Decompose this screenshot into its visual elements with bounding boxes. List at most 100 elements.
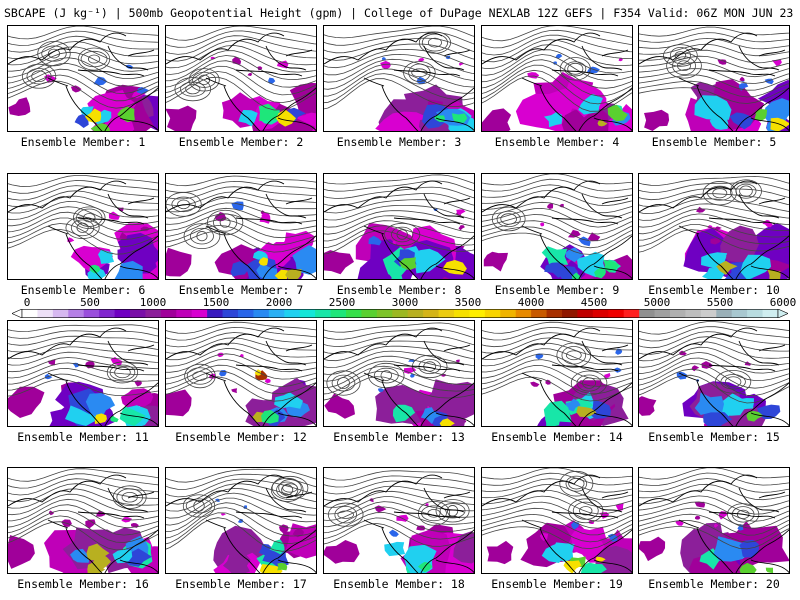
height-contour-layer [324,470,474,547]
cape-fill-layer [166,201,316,279]
colorbar-swatch [145,309,162,318]
colorbar-swatch [407,309,424,318]
ensemble-map-panel [638,320,790,427]
colorbar-max-arrow [777,309,788,318]
height-contour-layer [482,468,632,550]
map-canvas [8,26,158,131]
colorbar-swatch [469,309,486,318]
colorbar-swatch [346,309,362,318]
colorbar-swatch [731,309,748,318]
colorbar-swatch [83,309,100,318]
map-canvas [324,26,474,131]
coastline-layer [324,180,474,279]
colorbar-swatch [484,309,501,318]
ensemble-member-label: Ensemble Member: 10 [648,283,780,297]
map-canvas [639,468,789,573]
colorbar-swatch [238,309,254,318]
colorbar-swatch [654,309,671,318]
colorbar-swatch [500,309,517,318]
colorbar-tick-label: 5000 [643,296,671,309]
ensemble-member-label: Ensemble Member: 16 [17,577,149,591]
height-contour-layer [482,174,632,255]
colorbar-tick-label: 6000 [769,296,797,309]
ensemble-member-label: Ensemble Member: 6 [20,283,146,297]
map-canvas [166,321,316,426]
height-contour-layer [8,175,158,255]
ensemble-map-panel [323,320,475,427]
map-canvas [482,26,632,131]
coastline-layer [166,180,316,279]
map-canvas [482,321,632,426]
coastline-layer [639,327,789,426]
height-contour-layer [166,26,316,111]
colorbar-swatch [423,309,439,318]
colorbar-swatch [438,309,455,318]
height-contour-layer [8,324,158,397]
colorbar-swatch [515,309,532,318]
cape-fill-layer [166,352,316,426]
ensemble-member-label: Ensemble Member: 1 [20,135,146,149]
colorbar-tick-label: 3500 [454,296,482,309]
ensemble-member-label: Ensemble Member: 13 [333,430,465,444]
cape-fill-layer [324,208,474,279]
ensemble-member-label: Ensemble Member: 9 [494,283,620,297]
map-canvas [8,175,158,279]
coastline-layer [324,32,474,131]
map-canvas [639,321,789,426]
ensemble-map-panel [165,25,317,132]
colorbar-swatch [52,309,69,318]
ensemble-map-panel [481,173,633,280]
height-contour-layer [482,26,632,112]
colorbar-swatch [592,309,609,318]
coastline-layer [482,474,632,573]
colorbar-swatch [623,309,640,318]
colorbar-tick-label: 2500 [328,296,356,309]
map-canvas [639,26,789,131]
colorbar-min-arrow [12,309,23,318]
colorbar-swatch [99,309,115,318]
ensemble-map-panel [7,320,159,427]
map-canvas [639,175,789,279]
map-canvas [166,26,316,131]
ensemble-member-label: Ensemble Member: 3 [336,135,462,149]
ensemble-member-label: Ensemble Member: 7 [178,283,304,297]
colorbar-tick-label: 0 [23,296,31,309]
colorbar-swatch [376,309,393,318]
colorbar-swatch [330,309,347,318]
colorbar-swatch [222,309,239,318]
ensemble-member-label: Ensemble Member: 11 [17,430,149,444]
ensemble-map-panel [165,320,317,427]
ensemble-map-panel [165,173,317,280]
ensemble-map-panel [7,25,159,132]
coastline-layer [324,474,474,573]
coastline-layer [639,180,789,279]
colorbar-swatch [608,309,625,318]
colorbar-swatch [68,309,85,318]
colorbar-swatch [685,309,702,318]
colorbar-tick-label: 1500 [202,296,230,309]
coastline-layer [8,327,158,426]
colorbar-swatch [747,309,763,318]
ensemble-map-panel [165,467,317,574]
ensemble-member-label: Ensemble Member: 19 [491,577,623,591]
map-canvas [324,174,474,279]
colorbar-tick-label: 4000 [517,296,545,309]
map-canvas [166,175,316,279]
colorbar-swatch [130,309,146,318]
cape-fill-layer [8,510,158,573]
colorbar-swatch [546,309,563,318]
ensemble-map-panel [638,25,790,132]
cape-fill-layer [375,55,474,131]
height-contour-layer [639,175,789,253]
colorbar-swatch [716,309,733,318]
height-contour-layer [324,174,474,255]
colorbar-swatch [454,309,470,318]
cape-fill-layer [644,59,789,131]
ensemble-member-label: Ensemble Member: 18 [333,577,465,591]
coastline-layer [166,32,316,131]
colorbar-swatch [176,309,193,318]
ensemble-map-panel [7,173,159,280]
colorbar-tick-label: 1000 [139,296,167,309]
cape-fill-layer [486,503,632,573]
colorbar-tick-label: 5500 [706,296,734,309]
